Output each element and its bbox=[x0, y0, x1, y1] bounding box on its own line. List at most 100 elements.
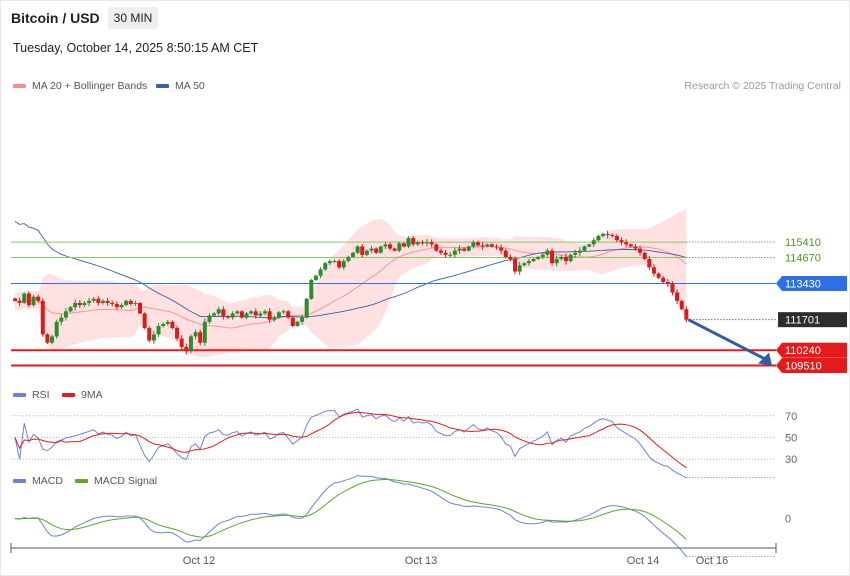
candle-body bbox=[383, 244, 388, 247]
candle bbox=[63, 308, 68, 321]
legend-ma50-swatch bbox=[156, 84, 169, 88]
candle bbox=[619, 237, 624, 246]
candle bbox=[26, 291, 31, 308]
candle bbox=[369, 245, 374, 254]
candle-body bbox=[300, 317, 305, 322]
candle-body bbox=[175, 328, 180, 339]
candle-body bbox=[619, 240, 624, 243]
copyright-credit: Research © 2025 Trading Central bbox=[684, 80, 841, 92]
candle bbox=[679, 299, 684, 311]
candle-body bbox=[31, 296, 36, 306]
candle-body bbox=[513, 259, 518, 272]
candle-body bbox=[489, 244, 494, 247]
candle bbox=[73, 299, 78, 311]
candle-body bbox=[355, 246, 360, 253]
candle-body bbox=[45, 334, 50, 343]
candle bbox=[559, 255, 564, 261]
candle-body bbox=[438, 250, 443, 253]
candle-body bbox=[434, 244, 439, 251]
candle bbox=[633, 244, 638, 251]
rsi-level-label: 50 bbox=[785, 433, 797, 445]
candle-body bbox=[188, 336, 193, 352]
candle-body bbox=[286, 311, 291, 318]
candle-body bbox=[656, 273, 661, 278]
candle-body bbox=[675, 292, 680, 301]
candle bbox=[249, 310, 254, 315]
candle bbox=[341, 258, 346, 270]
candle bbox=[188, 334, 193, 354]
candle bbox=[684, 306, 689, 323]
candle bbox=[466, 245, 471, 252]
candle-body bbox=[128, 300, 133, 304]
candle bbox=[50, 334, 55, 345]
rsi-ma-line bbox=[14, 411, 687, 469]
level-tag-bg bbox=[778, 312, 847, 328]
candle bbox=[138, 302, 143, 315]
candle bbox=[401, 242, 406, 248]
candle-body bbox=[77, 302, 82, 306]
candle bbox=[221, 306, 226, 320]
candle-body bbox=[457, 248, 462, 251]
candle bbox=[489, 243, 494, 248]
candle-body bbox=[582, 246, 587, 251]
candle-body bbox=[670, 284, 675, 293]
candle-body bbox=[651, 267, 656, 274]
candle-body bbox=[337, 261, 342, 268]
candle bbox=[142, 312, 147, 330]
candle bbox=[457, 245, 462, 254]
candle bbox=[253, 308, 258, 319]
candle bbox=[267, 308, 272, 323]
level-label: 114670 bbox=[785, 253, 821, 265]
candle-body bbox=[221, 309, 226, 317]
candle bbox=[151, 330, 156, 345]
candle bbox=[471, 240, 476, 249]
candle-body bbox=[202, 321, 207, 343]
candle-body bbox=[341, 261, 346, 268]
candle-body bbox=[448, 254, 453, 256]
candle-body bbox=[661, 277, 666, 283]
candle bbox=[563, 253, 568, 265]
candle bbox=[332, 259, 337, 263]
candle bbox=[318, 267, 323, 279]
candle bbox=[448, 251, 453, 258]
legend-macd: MACD bbox=[13, 475, 63, 487]
legend-macd-signal: MACD Signal bbox=[75, 475, 157, 487]
candle-body bbox=[420, 242, 425, 244]
candle bbox=[91, 296, 96, 303]
candle-body bbox=[309, 279, 314, 299]
candle-body bbox=[374, 248, 379, 253]
candle bbox=[591, 237, 596, 248]
candle-body bbox=[327, 261, 332, 264]
candle-body bbox=[207, 315, 212, 322]
ma50-line bbox=[14, 221, 687, 319]
candle bbox=[230, 311, 235, 320]
candle bbox=[374, 247, 379, 255]
timeframe-badge[interactable]: 30 MIN bbox=[108, 7, 158, 29]
legend-macd-signal-swatch bbox=[75, 479, 88, 483]
candle bbox=[100, 299, 105, 305]
candle-body bbox=[114, 304, 119, 308]
level-tag-label: 113430 bbox=[785, 278, 821, 290]
legend-rsi-ma-label: 9MA bbox=[81, 389, 103, 401]
candle bbox=[587, 243, 592, 248]
candle-body bbox=[40, 300, 45, 335]
candle-body bbox=[369, 248, 374, 251]
candle-body bbox=[235, 311, 240, 314]
candle bbox=[364, 249, 369, 257]
time-axis-tick-label: Oct 12 bbox=[183, 555, 215, 567]
candle-body bbox=[350, 252, 355, 257]
candle bbox=[346, 255, 351, 263]
candle-body bbox=[425, 242, 430, 244]
candle-body bbox=[87, 300, 92, 303]
time-axis-tick-label: Oct 13 bbox=[405, 555, 437, 567]
forecast-arrow-head bbox=[758, 352, 772, 366]
candle-body bbox=[364, 250, 369, 255]
macd-zero-label: 0 bbox=[785, 514, 791, 526]
candle-body bbox=[263, 311, 268, 314]
candle bbox=[494, 244, 499, 250]
candle bbox=[480, 242, 485, 250]
candle bbox=[554, 255, 559, 267]
legend-rsi: RSI bbox=[13, 389, 50, 401]
candle-body bbox=[508, 256, 513, 260]
candle-body bbox=[151, 334, 156, 341]
